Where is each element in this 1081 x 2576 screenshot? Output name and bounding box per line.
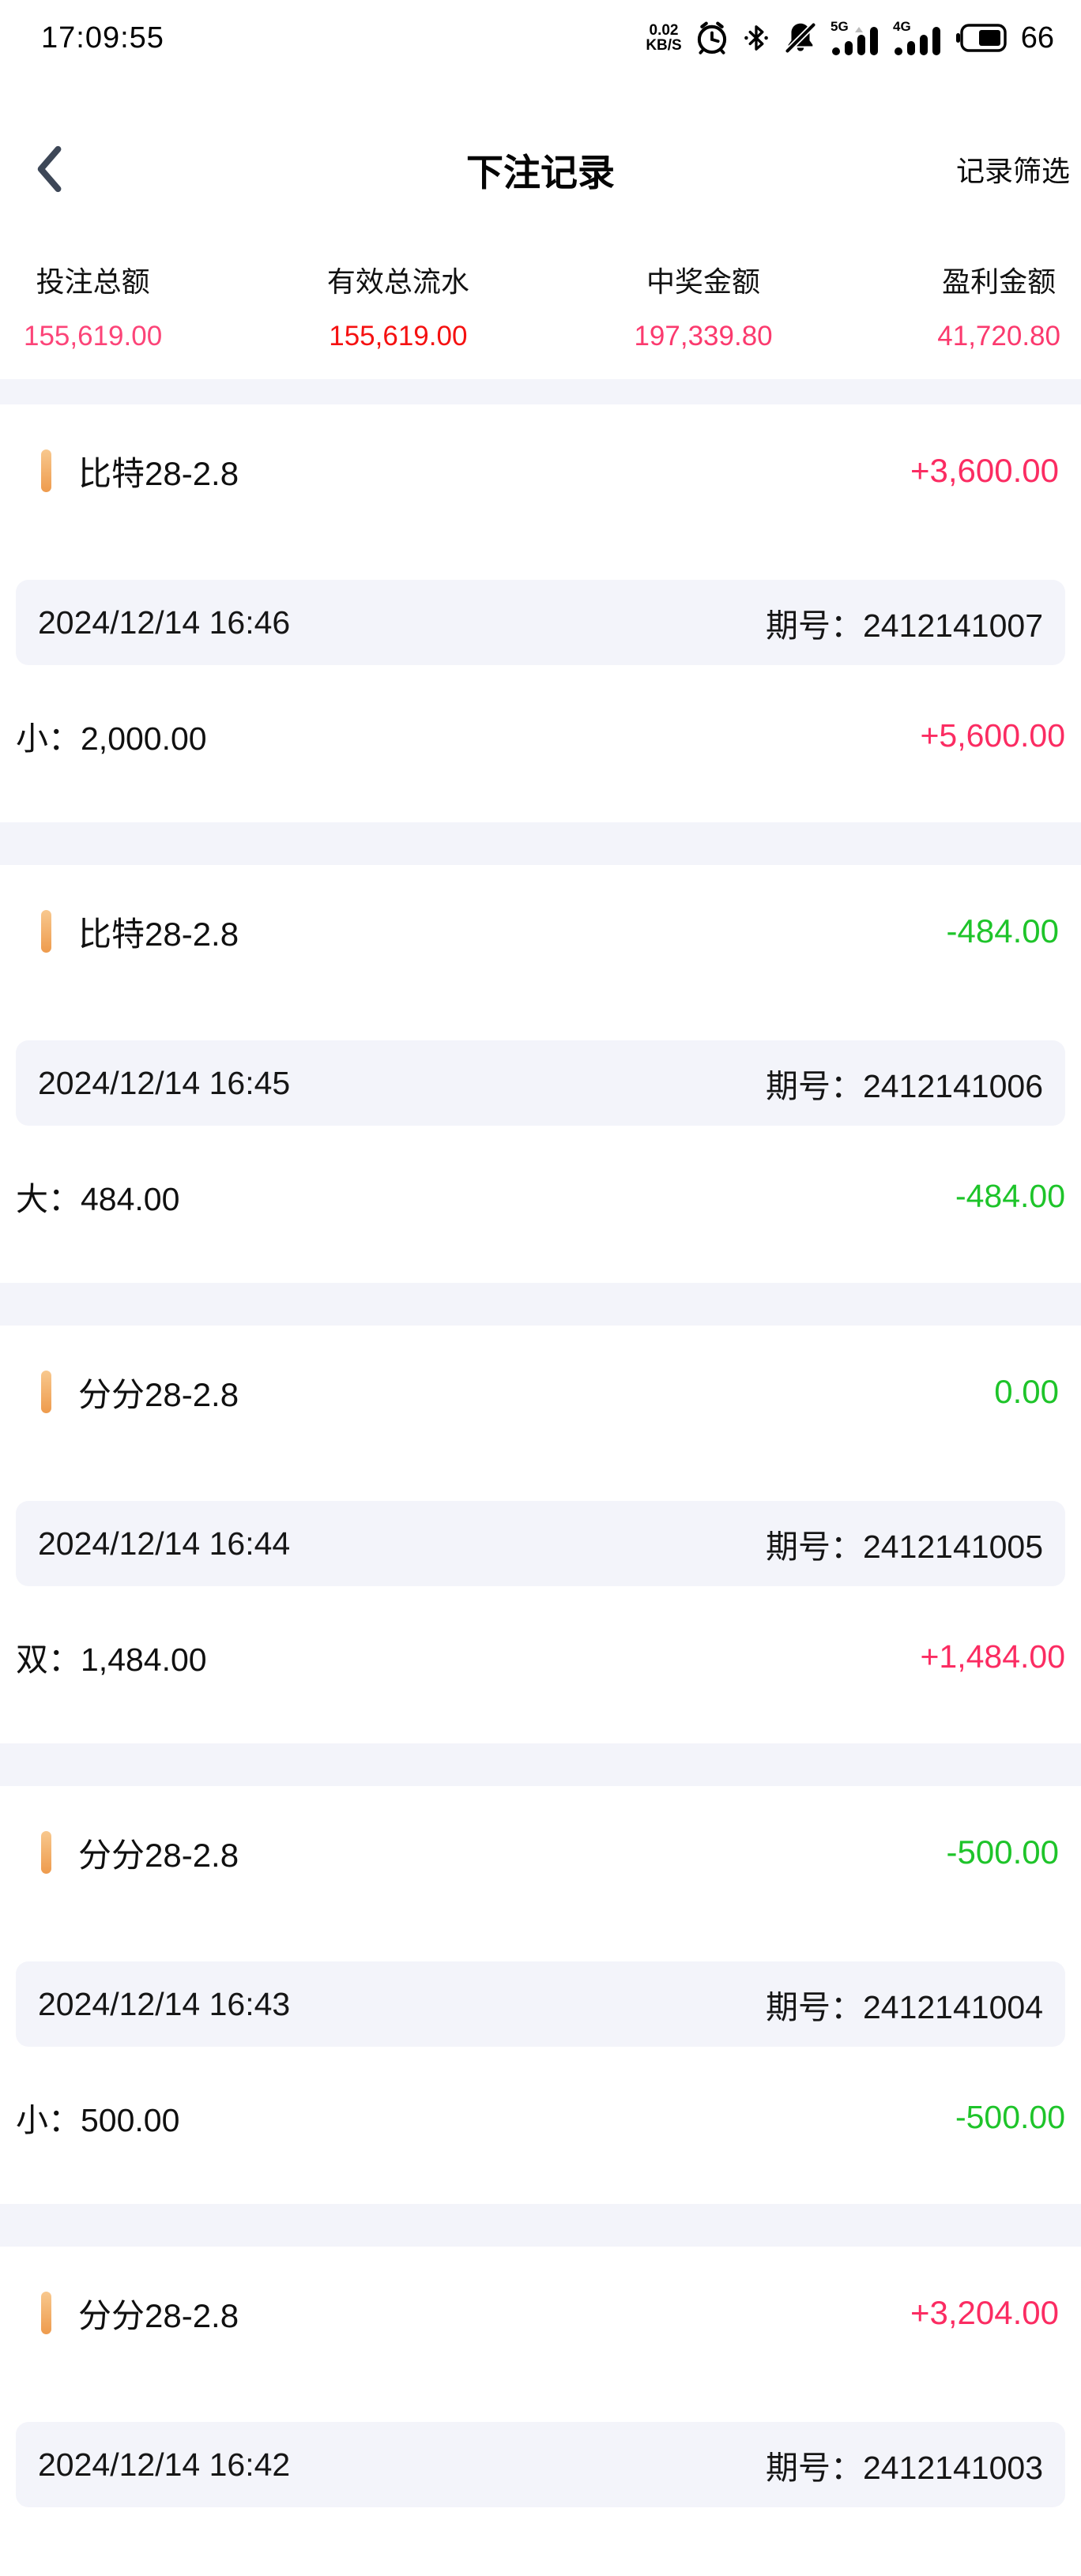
summary-profit-amount: 盈利金额 41,720.80 [937, 259, 1060, 352]
bet-time: 2024/12/14 16:43 [38, 1985, 291, 2022]
bet-result: -500.00 [955, 2098, 1065, 2135]
summary-value: 197,339.80 [634, 321, 773, 352]
game-name: 比特28-2.8 [78, 454, 239, 492]
status-bar: 17:09:55 0.02 KB/S 5G [0, 0, 1081, 71]
issue-panel: 2024/12/14 16:46 期号：2412141007 [16, 580, 1065, 665]
bet-time: 2024/12/14 16:45 [38, 1064, 291, 1101]
issue-number: 期号：2412141003 [765, 2450, 1043, 2486]
header: 下注记录 记录筛选 [0, 122, 1081, 216]
summary-value: 41,720.80 [937, 321, 1060, 352]
page-title: 下注记录 [466, 151, 615, 194]
bluetooth-icon [744, 25, 768, 51]
signal-4g-label: 4G [893, 19, 911, 34]
network-speed: 0.02 KB/S [646, 23, 681, 53]
bet-time: 2024/12/14 16:46 [38, 604, 291, 641]
game-marker-bar [41, 910, 51, 953]
issue-number: 期号：2412141005 [765, 1529, 1043, 1565]
bet-record-card[interactable]: 分分28-2.8 0.00 2024/12/14 16:44 期号：241214… [0, 1370, 1081, 1743]
summary-value: 155,619.00 [329, 321, 468, 352]
bet-record-card[interactable]: 分分28-2.8 -500.00 2024/12/14 16:43 期号：241… [0, 1830, 1081, 2204]
issue-number: 期号：2412141006 [765, 1068, 1043, 1104]
bet-record-card[interactable]: 比特28-2.8 +3,600.00 2024/12/14 16:46 期号：2… [0, 449, 1081, 822]
issue-number: 期号：2412141007 [765, 607, 1043, 644]
summary-value: 155,619.00 [24, 321, 163, 352]
section-divider [0, 379, 1081, 404]
game-name: 比特28-2.8 [78, 915, 239, 953]
summary-label: 有效总流水 [326, 265, 469, 298]
game-name: 分分28-2.8 [78, 1375, 239, 1413]
record-profit: -484.00 [946, 912, 1059, 950]
summary-row: 投注总额 155,619.00 有效总流水 155,619.00 中奖金额 19… [0, 216, 1081, 379]
battery-icon [955, 24, 1007, 52]
issue-panel: 2024/12/14 16:43 期号：2412141004 [16, 1961, 1065, 2047]
game-name: 分分28-2.8 [78, 2296, 239, 2334]
network-speed-unit: KB/S [646, 37, 682, 54]
alarm-clock-icon [697, 21, 726, 55]
issue-panel: 2024/12/14 16:45 期号：2412141006 [16, 1040, 1065, 1126]
network-speed-value: 0.02 [649, 22, 679, 39]
bet-time: 2024/12/14 16:44 [38, 1525, 291, 1562]
summary-win-amount: 中奖金额 197,339.80 [634, 259, 772, 352]
bet-result: +5,600.00 [920, 716, 1065, 754]
signal-5g-label: 5G [831, 19, 849, 34]
section-divider [0, 822, 1081, 865]
section-divider [0, 1743, 1081, 1786]
summary-label: 投注总额 [36, 265, 150, 298]
signal-4g-icon: 4G [893, 19, 940, 55]
game-marker-bar [41, 2292, 51, 2334]
record-profit: +3,204.00 [910, 2294, 1059, 2331]
back-chevron-icon [37, 145, 62, 193]
bell-muted-icon [785, 22, 815, 54]
bet-record-card[interactable]: 分分28-2.8 +3,204.00 2024/12/14 16:42 期号：2… [0, 2291, 1081, 2576]
summary-valid-turnover: 有效总流水 155,619.00 [327, 259, 469, 352]
record-profit: -500.00 [946, 1833, 1059, 1871]
bet-content: 双：1,484.00 [16, 1641, 207, 1678]
game-marker-bar [41, 1831, 51, 1874]
bet-content: 小：2,000.00 [16, 720, 207, 757]
summary-label: 中奖金额 [646, 265, 761, 298]
bet-content: 大：484.00 [16, 1181, 180, 1217]
bet-record-card[interactable]: 比特28-2.8 -484.00 2024/12/14 16:45 期号：241… [0, 909, 1081, 1283]
issue-panel: 2024/12/14 16:44 期号：2412141005 [16, 1501, 1065, 1586]
summary-label: 盈利金额 [942, 265, 1057, 298]
game-name: 分分28-2.8 [78, 1836, 239, 1874]
section-divider [0, 2204, 1081, 2247]
back-button[interactable] [32, 144, 66, 194]
section-divider [0, 1283, 1081, 1326]
battery-percent: 66 [1020, 21, 1054, 55]
summary-total-bet: 投注总额 155,619.00 [24, 259, 162, 352]
record-profit: 0.00 [994, 1373, 1059, 1410]
record-filter-button[interactable]: 记录筛选 [955, 155, 1070, 187]
bet-result: -484.00 [955, 1177, 1065, 1214]
issue-panel: 2024/12/14 16:42 期号：2412141003 [16, 2422, 1065, 2507]
bet-result: +1,484.00 [920, 1638, 1065, 1675]
clock-time: 17:09:55 [41, 21, 164, 55]
bet-content: 小：500.00 [16, 2102, 180, 2138]
record-profit: +3,600.00 [910, 452, 1059, 489]
game-marker-bar [41, 1371, 51, 1413]
game-marker-bar [41, 449, 51, 492]
bet-time: 2024/12/14 16:42 [38, 2446, 291, 2483]
issue-number: 期号：2412141004 [765, 1989, 1043, 2025]
signal-5g-icon: 5G [831, 19, 878, 55]
